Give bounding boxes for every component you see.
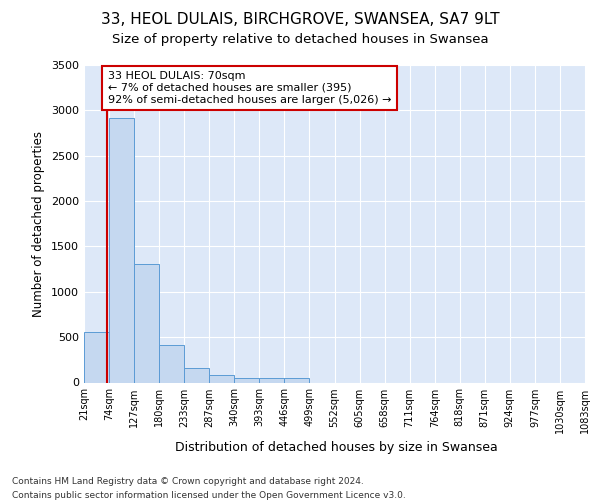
Bar <box>284 378 310 382</box>
Bar <box>84 332 109 382</box>
Text: 33, HEOL DULAIS, BIRCHGROVE, SWANSEA, SA7 9LT: 33, HEOL DULAIS, BIRCHGROVE, SWANSEA, SA… <box>101 12 499 28</box>
Text: 33 HEOL DULAIS: 70sqm
← 7% of detached houses are smaller (395)
92% of semi-deta: 33 HEOL DULAIS: 70sqm ← 7% of detached h… <box>108 72 391 104</box>
Bar <box>159 346 184 383</box>
Bar <box>134 264 159 382</box>
Bar <box>259 378 284 382</box>
Text: Contains public sector information licensed under the Open Government Licence v3: Contains public sector information licen… <box>12 491 406 500</box>
Text: Distribution of detached houses by size in Swansea: Distribution of detached houses by size … <box>175 441 497 454</box>
Bar <box>184 368 209 382</box>
Bar <box>109 118 134 382</box>
Y-axis label: Number of detached properties: Number of detached properties <box>32 130 46 317</box>
Bar <box>235 378 259 382</box>
Bar <box>209 375 235 382</box>
Text: Size of property relative to detached houses in Swansea: Size of property relative to detached ho… <box>112 32 488 46</box>
Text: Contains HM Land Registry data © Crown copyright and database right 2024.: Contains HM Land Registry data © Crown c… <box>12 478 364 486</box>
